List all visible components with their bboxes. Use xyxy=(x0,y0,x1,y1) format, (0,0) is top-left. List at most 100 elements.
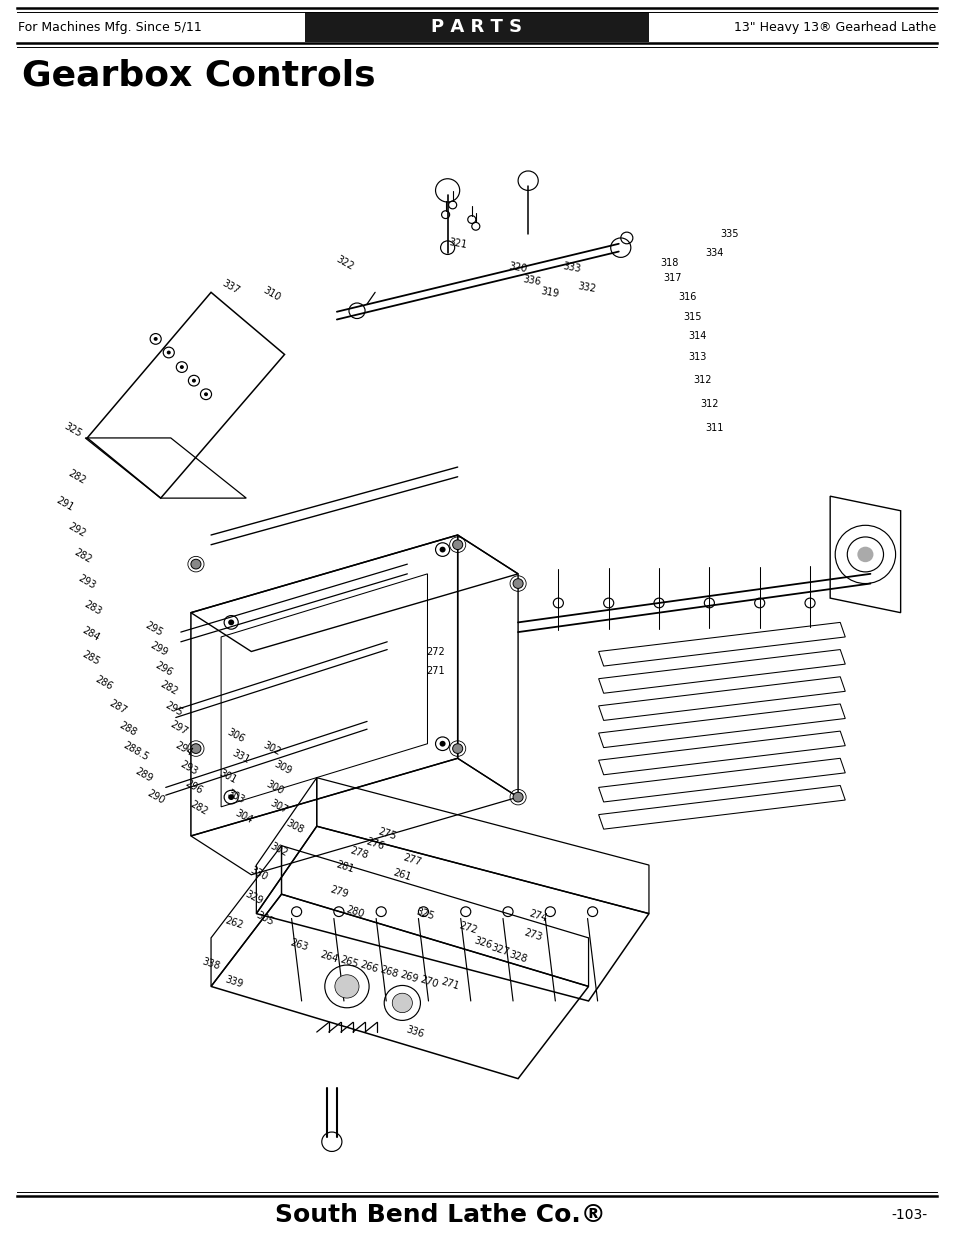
Text: Gearbox Controls: Gearbox Controls xyxy=(22,58,375,91)
Circle shape xyxy=(439,741,445,747)
Text: 291: 291 xyxy=(54,495,75,513)
Text: 285: 285 xyxy=(81,650,102,667)
Text: 329: 329 xyxy=(244,889,265,906)
Text: 311: 311 xyxy=(704,424,722,433)
Text: 282: 282 xyxy=(67,468,88,485)
Text: 288.5: 288.5 xyxy=(121,740,150,763)
Text: 282: 282 xyxy=(188,799,210,816)
Text: 293: 293 xyxy=(178,760,199,777)
Circle shape xyxy=(153,337,157,341)
Text: 325: 325 xyxy=(63,421,84,440)
Text: 337: 337 xyxy=(220,279,241,296)
Text: 293: 293 xyxy=(76,573,97,590)
Circle shape xyxy=(204,393,208,396)
Text: 271: 271 xyxy=(426,666,444,676)
Text: 330: 330 xyxy=(248,864,269,883)
Text: 274: 274 xyxy=(527,908,548,924)
Circle shape xyxy=(452,743,462,753)
Text: 13" Heavy 13® Gearhead Lathe: 13" Heavy 13® Gearhead Lathe xyxy=(733,21,935,33)
Text: 287: 287 xyxy=(107,698,128,716)
Text: 286: 286 xyxy=(92,673,113,692)
Circle shape xyxy=(452,540,462,550)
Text: 277: 277 xyxy=(401,852,422,868)
Text: 295: 295 xyxy=(163,700,184,718)
Text: 307: 307 xyxy=(268,798,289,815)
Text: 320: 320 xyxy=(508,262,528,274)
Circle shape xyxy=(513,579,522,588)
Text: 280: 280 xyxy=(344,904,365,919)
Text: 272: 272 xyxy=(426,646,444,657)
Text: -103-: -103- xyxy=(891,1208,927,1221)
Text: 281: 281 xyxy=(335,860,355,874)
Text: 303: 303 xyxy=(226,788,247,806)
Text: 279: 279 xyxy=(328,884,349,900)
Text: 325: 325 xyxy=(415,906,436,921)
Text: 284: 284 xyxy=(81,625,102,643)
Text: 322: 322 xyxy=(334,254,355,272)
Circle shape xyxy=(335,974,358,998)
Text: 336: 336 xyxy=(405,1025,425,1040)
Text: 269: 269 xyxy=(398,969,419,984)
Text: 339: 339 xyxy=(224,974,244,989)
Text: 319: 319 xyxy=(539,285,559,299)
Circle shape xyxy=(228,620,233,625)
Circle shape xyxy=(228,794,233,800)
Text: 335: 335 xyxy=(720,228,738,240)
Text: 338: 338 xyxy=(200,956,221,972)
Text: 271: 271 xyxy=(438,977,459,992)
Text: For Machines Mfg. Since 5/11: For Machines Mfg. Since 5/11 xyxy=(18,21,201,33)
Text: 266: 266 xyxy=(358,960,379,974)
Text: 273: 273 xyxy=(522,927,543,942)
Text: 304: 304 xyxy=(233,808,254,825)
Text: 290: 290 xyxy=(145,788,166,806)
Text: 316: 316 xyxy=(678,293,696,303)
Text: 317: 317 xyxy=(662,273,680,283)
Text: 296: 296 xyxy=(183,778,204,797)
Text: 334: 334 xyxy=(704,248,722,258)
Text: 268: 268 xyxy=(378,965,399,979)
Circle shape xyxy=(192,379,195,383)
Text: 264: 264 xyxy=(318,950,339,965)
Circle shape xyxy=(180,366,184,369)
Text: 328: 328 xyxy=(507,950,528,965)
Text: 332: 332 xyxy=(576,280,596,294)
Text: 275: 275 xyxy=(376,826,397,842)
Text: 299: 299 xyxy=(148,640,169,657)
Circle shape xyxy=(167,351,171,354)
Text: South Bend Lathe Co.®: South Bend Lathe Co.® xyxy=(274,1203,605,1228)
Text: 308: 308 xyxy=(284,818,305,835)
Text: 326: 326 xyxy=(472,935,493,951)
Text: 288: 288 xyxy=(117,720,138,739)
Text: 300: 300 xyxy=(264,779,285,797)
Text: 265: 265 xyxy=(338,955,359,969)
Text: 301: 301 xyxy=(217,768,238,785)
Text: 272: 272 xyxy=(456,920,477,936)
Text: P A R T S: P A R T S xyxy=(431,19,522,36)
Text: 262: 262 xyxy=(224,915,244,931)
Text: 327: 327 xyxy=(489,942,510,958)
Circle shape xyxy=(513,793,522,802)
Text: 336: 336 xyxy=(521,274,541,288)
Text: 294: 294 xyxy=(173,740,194,757)
Circle shape xyxy=(191,559,201,569)
Circle shape xyxy=(857,547,873,562)
Text: 331: 331 xyxy=(231,747,252,764)
Text: 333: 333 xyxy=(561,262,580,274)
Text: 312: 312 xyxy=(692,374,711,384)
Text: 302: 302 xyxy=(261,740,282,757)
Text: 282: 282 xyxy=(158,679,179,698)
Text: 318: 318 xyxy=(659,258,678,268)
Text: 314: 314 xyxy=(687,331,706,341)
Text: 312: 312 xyxy=(700,399,718,409)
Text: 310: 310 xyxy=(261,285,281,303)
Text: 283: 283 xyxy=(83,599,104,616)
Text: 302: 302 xyxy=(268,841,289,858)
Text: 297: 297 xyxy=(168,719,190,737)
Text: 278: 278 xyxy=(348,846,369,861)
Text: 313: 313 xyxy=(687,352,706,362)
Text: 305: 305 xyxy=(253,910,274,927)
Bar xyxy=(305,12,648,42)
Circle shape xyxy=(392,993,412,1013)
Circle shape xyxy=(439,547,445,552)
Text: 309: 309 xyxy=(272,760,293,777)
